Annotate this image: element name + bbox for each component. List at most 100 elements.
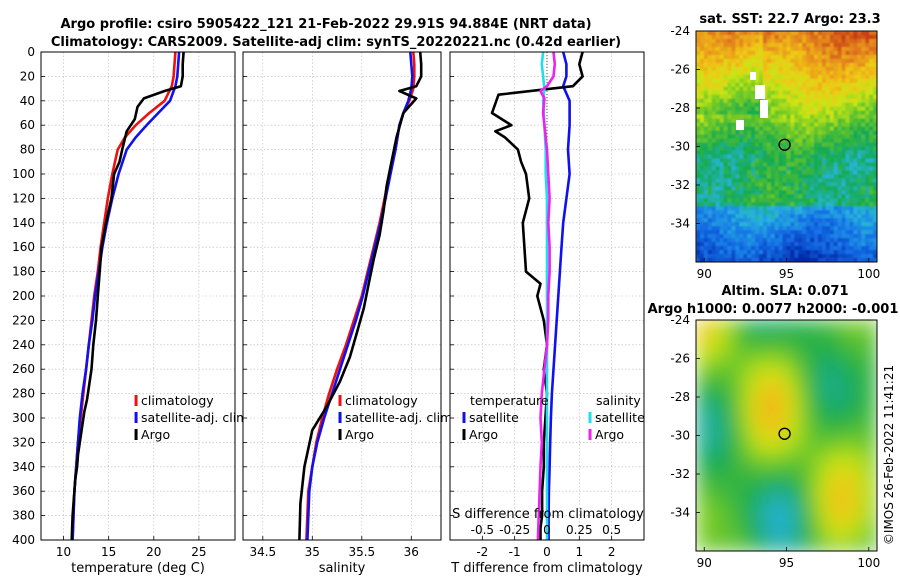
sla-cell xyxy=(821,443,827,449)
sla-cell xyxy=(857,351,862,357)
sst-cell xyxy=(755,166,760,171)
sla-cell xyxy=(837,431,843,437)
sla-cell xyxy=(696,423,701,429)
sla-cell xyxy=(703,491,709,496)
sla-cell xyxy=(711,431,717,437)
sst-cell xyxy=(778,190,784,195)
sla-cell xyxy=(703,320,709,325)
sla-cell xyxy=(751,435,756,441)
sst-cell xyxy=(735,114,740,120)
sla-cell xyxy=(845,475,851,480)
sla-cell xyxy=(873,391,877,397)
sla-cell xyxy=(723,423,729,429)
sla-cell xyxy=(873,487,877,492)
sst-cell xyxy=(751,98,756,104)
sla-cell xyxy=(845,447,851,453)
sla-cell xyxy=(782,343,788,349)
sst-cell xyxy=(747,230,752,235)
sst-map-title: sat. SST: 22.7 Argo: 23.3 xyxy=(699,12,880,27)
sst-cell xyxy=(873,74,877,80)
sla-cell xyxy=(703,363,709,369)
sst-cell xyxy=(715,106,721,112)
sst-cell xyxy=(723,66,729,72)
sla-cell xyxy=(825,391,831,397)
sst-cell xyxy=(833,38,839,44)
sst-cell xyxy=(719,126,725,132)
sla-cell xyxy=(873,467,877,472)
sst-cell xyxy=(782,122,788,128)
sst-cell xyxy=(743,162,748,168)
sst-cell xyxy=(711,110,717,116)
sst-cell xyxy=(743,142,748,148)
sst-cell xyxy=(845,190,851,195)
sla-cell xyxy=(790,331,795,337)
sst-cell xyxy=(786,254,792,259)
sst-cell xyxy=(696,58,701,64)
sst-cell xyxy=(762,74,768,80)
sla-cell xyxy=(762,483,768,488)
sst-cell xyxy=(727,126,733,132)
sst-cell xyxy=(817,210,823,215)
sst-cell xyxy=(865,258,870,262)
sst-cell xyxy=(782,134,788,140)
sst-cell xyxy=(731,134,736,140)
sla-cell xyxy=(739,347,744,353)
sst-cell xyxy=(719,258,725,262)
sla-cell xyxy=(825,387,831,393)
sst-cell xyxy=(731,186,736,191)
sst-cell xyxy=(841,178,847,183)
sst-cell xyxy=(833,146,839,152)
sst-cell xyxy=(747,38,752,44)
sla-cell xyxy=(814,355,819,361)
sst-cell xyxy=(873,218,877,223)
sst-cell xyxy=(841,254,847,259)
sla-cell xyxy=(849,475,854,480)
sla-cell xyxy=(810,403,815,409)
sla-cell xyxy=(849,427,854,433)
sst-cell xyxy=(719,134,725,140)
sla-cell xyxy=(715,427,721,433)
sst-cell xyxy=(829,238,835,243)
sst-cell xyxy=(696,98,701,104)
sst-cell xyxy=(786,158,792,164)
sla-cell xyxy=(707,367,713,373)
sst-cell xyxy=(806,82,811,88)
sst-cell xyxy=(790,110,795,116)
sst-cell xyxy=(782,166,788,171)
sst-cell xyxy=(707,162,713,168)
sst-cell xyxy=(715,190,721,195)
diff-legend-t-argo-label: Argo xyxy=(469,427,498,442)
sla-cell xyxy=(711,363,717,369)
sla-cell xyxy=(699,451,705,457)
sst-cell xyxy=(869,166,874,171)
sst-cell xyxy=(755,250,760,255)
sst-cell xyxy=(696,254,701,259)
sla-cell xyxy=(747,443,752,449)
sla-cell xyxy=(715,471,721,476)
sst-cell xyxy=(853,122,858,128)
sla-cell xyxy=(786,327,792,333)
sst-cell xyxy=(782,158,788,164)
sst-cell xyxy=(731,194,736,199)
sla-cell xyxy=(869,487,874,492)
sla-cell xyxy=(707,495,713,500)
sst-cell xyxy=(814,74,819,80)
sst-cell xyxy=(806,50,811,56)
sst-cell xyxy=(806,78,811,84)
sla-cell xyxy=(766,483,772,488)
sla-cell xyxy=(758,327,764,333)
sla-cell xyxy=(758,351,764,357)
sla-cell xyxy=(703,451,709,457)
sst-cell xyxy=(865,150,870,156)
sst-cell xyxy=(758,46,764,52)
sla-cell xyxy=(755,391,760,397)
sla-cell xyxy=(739,375,744,381)
sst-cell xyxy=(723,254,729,259)
sst-cell xyxy=(735,234,740,239)
sst-cell xyxy=(727,214,733,219)
sla-cell xyxy=(751,331,756,337)
sst-cell xyxy=(794,102,799,108)
sst-cell xyxy=(786,210,792,215)
sla-cell xyxy=(731,335,736,341)
sla-cell xyxy=(869,367,874,373)
